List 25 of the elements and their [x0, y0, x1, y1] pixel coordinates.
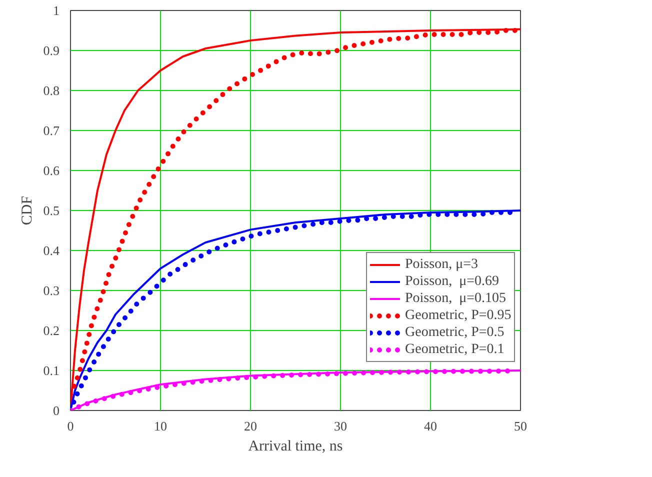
legend-label: Geometric, P=0.95: [405, 307, 512, 324]
x-tick-label: 40: [424, 418, 437, 434]
x-tick-label: 50: [514, 418, 527, 434]
x-axis-title: Arrival time, ns: [248, 438, 343, 454]
y-tick-label: 1: [53, 3, 60, 18]
y-tick-label: 0.1: [43, 363, 60, 378]
y-tick-label: 0.6: [43, 163, 60, 178]
y-tick-label: 0.7: [43, 123, 60, 138]
y-axis-title: CDF: [19, 196, 36, 226]
x-tick-label: 20: [244, 418, 257, 434]
y-tick-label: 0: [53, 403, 60, 418]
legend-label: Geometric, P=0.5: [405, 324, 504, 341]
y-tick-label: 0.8: [43, 83, 60, 98]
y-tick-label: 0.3: [43, 283, 60, 298]
x-tick-label: 30: [334, 418, 347, 434]
y-tick-label: 0.4: [43, 243, 60, 258]
y-tick-label: 0.9: [43, 43, 60, 58]
y-tick-label: 0.5: [43, 203, 60, 218]
legend-label: Poisson, μ=0.69: [405, 273, 499, 290]
legend-label: Geometric, P=0.1: [405, 341, 504, 358]
legend-label: Poisson, μ=0.105: [405, 290, 506, 307]
x-tick-label: 10: [154, 418, 167, 434]
legend-label: Poisson, μ=3: [405, 256, 478, 273]
x-tick-label: 0: [67, 418, 74, 434]
y-tick-label: 0.2: [43, 323, 60, 338]
